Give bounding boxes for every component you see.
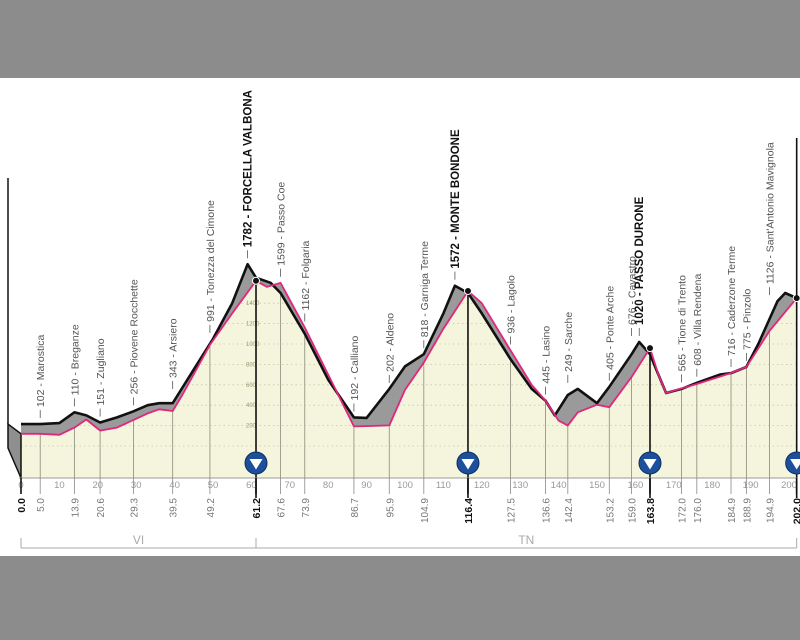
km-tick-label: 140 — [551, 480, 567, 491]
place-label: 1572 - MONTE BONDONE — [450, 129, 462, 269]
place-label: 102 - Marostica — [35, 335, 47, 408]
km-tick-label: 200 — [781, 480, 797, 491]
distance-label: 29.3 — [130, 498, 141, 518]
place-label: 256 - Piovene Rocchette — [129, 279, 141, 394]
distance-label: 0.0 — [16, 498, 28, 513]
km-tick-label: 80 — [323, 480, 334, 491]
summit-dot — [645, 344, 654, 353]
summit-dot — [252, 276, 261, 285]
region-label: TN — [518, 533, 534, 547]
km-tick-label: 40 — [169, 480, 180, 491]
grid-label: 200 — [246, 424, 257, 430]
km-tick-label: 110 — [436, 480, 451, 491]
place-label: 1020 - PASSO DURONE — [634, 196, 646, 325]
place-label: 1162 - Folgaria — [300, 240, 312, 310]
km-tick-label: 60 — [246, 480, 257, 491]
distance-label: 153.2 — [605, 498, 616, 523]
km-tick-label: 100 — [397, 480, 413, 491]
place-label: 405 - Ponte Arche — [604, 286, 616, 370]
distance-label: 176.0 — [693, 498, 704, 523]
distance-label: 61.2 — [251, 498, 263, 519]
place-label: 1126 - Sant'Antonio Mavignola — [764, 142, 776, 284]
distance-label: 172.0 — [677, 498, 688, 523]
km-tick-label: 20 — [93, 480, 104, 491]
region-brackets: VI TN — [20, 533, 798, 549]
grid-label: 1200 — [246, 322, 260, 328]
climb-marker-icon — [456, 451, 480, 475]
km-tick-label: 120 — [474, 480, 490, 491]
region-label: VI — [133, 533, 144, 547]
start-wall — [7, 422, 22, 479]
place-label: 110 - Breganze — [69, 324, 81, 395]
km-tick-label: 150 — [589, 480, 605, 491]
grid-label: 400 — [246, 403, 257, 409]
place-label: 249 - Sarche — [563, 312, 575, 372]
km-tick-label: 30 — [131, 480, 142, 491]
km-tick-label: 180 — [704, 480, 720, 491]
place-label: 1599 - Passo Coe — [276, 182, 288, 266]
distance-label: 5.0 — [36, 498, 47, 512]
distance-label: 86.7 — [350, 498, 361, 518]
place-label: 608 - Villa Rendena — [692, 274, 704, 366]
grid-label: 800 — [246, 362, 257, 368]
km-tick-label: 50 — [208, 480, 219, 491]
place-label: 343 - Arsiero — [168, 318, 180, 378]
distance-label: 142.4 — [564, 498, 575, 523]
distance-label: 184.9 — [727, 498, 738, 523]
elevation-profile-chart: 2004006008001000120014001600 102 - Maros… — [7, 90, 800, 549]
grid-label: 1000 — [246, 342, 260, 348]
climb-marker-icon — [244, 451, 268, 475]
distance-label: 116.4 — [463, 498, 475, 524]
climb-markers — [244, 138, 800, 498]
km-tick-label: 160 — [627, 480, 643, 491]
distance-label: 188.9 — [742, 498, 753, 523]
summit-dot — [463, 286, 472, 295]
place-label: 818 - Garniga Terme — [419, 241, 431, 337]
place-label: 445 - Lasino — [541, 326, 553, 384]
distance-label: 136.6 — [542, 498, 553, 523]
place-label: 565 - Tione di Trento — [676, 275, 688, 371]
place-label: 192 - Calliano — [349, 335, 361, 400]
place-label: 1782 - FORCELLA VALBONA — [243, 90, 255, 247]
place-label: 151 - Zugliano — [95, 338, 107, 405]
km-tick-label: 90 — [361, 480, 372, 491]
distance-label: 67.6 — [277, 498, 288, 518]
place-label: 991 - Tonezza del Cimone — [205, 200, 217, 322]
route-line — [21, 279, 798, 436]
km-tick-label: 190 — [743, 480, 759, 491]
distance-label: 194.9 — [765, 498, 776, 523]
place-labels: 102 - Marostica 110 - Breganze 151 - Zugli… — [35, 90, 776, 419]
place-label: 936 - Lagolo — [506, 275, 518, 334]
distance-label: 13.9 — [70, 498, 81, 518]
plot-fill — [21, 280, 797, 478]
km-tick-label: 70 — [285, 480, 296, 491]
climb-marker-icon — [785, 451, 800, 475]
km-tick-label: 170 — [666, 480, 682, 491]
place-label: 676 - Cavastro — [627, 256, 639, 325]
climb-marker-icon — [638, 451, 662, 475]
km-tick-label: 130 — [512, 480, 528, 491]
distance-label: 20.6 — [96, 498, 107, 518]
distance-label: 73.9 — [301, 498, 312, 518]
place-label: 775 - Pinzolo — [741, 289, 753, 350]
place-label: 716 - Caderzone Terme — [726, 246, 738, 356]
distance-label: 163.8 — [645, 498, 657, 524]
distance-label: 95.9 — [385, 498, 396, 518]
distance-label: 159.0 — [628, 498, 639, 523]
distance-label: 39.5 — [169, 498, 180, 518]
distance-label: 104.9 — [420, 498, 431, 523]
grid-label: 1400 — [246, 301, 260, 307]
km-tick-label: 10 — [54, 480, 65, 491]
route-polyline — [21, 279, 798, 436]
km-axis: 0102030405060708090100110120130140150160… — [16, 477, 800, 524]
grid-label: 600 — [246, 383, 257, 389]
distance-label: 49.2 — [206, 498, 217, 518]
relief-fill — [21, 264, 797, 435]
distance-label: 127.5 — [507, 498, 518, 523]
distance-label: 202.0 — [792, 498, 800, 524]
profile-panel: 2004006008001000120014001600 102 - Maros… — [0, 78, 800, 556]
place-label: 202 - Aldeno — [384, 313, 396, 372]
